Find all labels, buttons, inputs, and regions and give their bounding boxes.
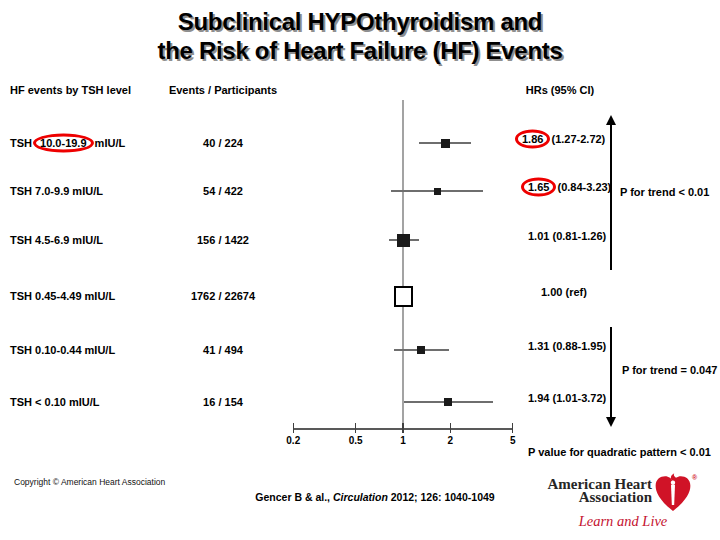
page-title-line2: the Risk of Heart Failure (HF) Events: [0, 36, 720, 65]
reference-marker: [394, 286, 413, 307]
x-axis-tick-label: 2: [435, 435, 465, 446]
aha-logo-name: American Heart Association: [528, 478, 652, 504]
reference-line: [402, 100, 404, 428]
x-axis-tick-label: 5: [498, 435, 528, 446]
row-hr-value: 1.31 (0.88-1.95): [528, 340, 606, 352]
x-axis-tick-label: 1: [388, 435, 418, 446]
row-events-value: 40 / 224: [150, 137, 296, 149]
trend-arrow-down-shaft: [610, 327, 612, 419]
registered-trademark-icon: ®: [692, 474, 697, 481]
citation: Gencer B & al., Circulation 2012; 126: 1…: [190, 491, 560, 503]
x-axis-tick: [293, 423, 295, 433]
hr-marker: [434, 188, 441, 195]
row-events-value: 54 / 422: [150, 185, 296, 197]
p-trend-upper-label: P for trend < 0.01: [620, 186, 709, 198]
hr-marker: [417, 346, 425, 354]
x-axis-tick-label: 0.5: [341, 435, 371, 446]
row-events-value: 1762 / 22674: [150, 290, 296, 302]
red-highlight-ellipse: 1.65: [521, 178, 556, 197]
row-tsh-label: TSH < 0.10 mIU/L: [10, 396, 100, 408]
x-axis-tick: [355, 423, 357, 433]
x-axis-tick: [450, 423, 452, 433]
row-hr-value: 1.86 (1.27-2.72): [517, 133, 605, 146]
row-hr-value: 1.94 (1.01-3.72): [528, 392, 606, 404]
row-tsh-label: TSH 0.10-0.44 mIU/L: [10, 344, 115, 356]
trend-arrow-up-head: [606, 115, 616, 125]
row-hr-value: 1.00 (ref): [541, 286, 587, 298]
p-quadratic-label: P value for quadratic pattern < 0.01: [528, 446, 711, 458]
citation-journal: Circulation: [333, 491, 388, 503]
aha-heart-icon: [654, 473, 692, 517]
row-events-value: 41 / 494: [150, 344, 296, 356]
row-tsh-label: TSH 0.45-4.49 mIU/L: [10, 290, 115, 302]
row-events-value: 16 / 154: [150, 396, 296, 408]
row-hr-value: 1.65 (0.84-3.23): [523, 181, 611, 194]
page-title-line1: Subclinical HYPOthyroidism and: [0, 7, 720, 36]
column-header-events: Events / Participants: [150, 84, 296, 96]
copyright-notice: Copyright © American Heart Association: [14, 477, 165, 487]
column-header-tsh-level: HF events by TSH level: [10, 84, 131, 96]
row-tsh-label: TSH 7.0-9.9 mIU/L: [10, 185, 103, 197]
aha-tagline: Learn and Live: [548, 513, 698, 530]
row-hr-value: 1.01 (0.81-1.26): [528, 230, 606, 242]
x-axis-tick: [512, 423, 514, 433]
x-axis-tick: [402, 423, 404, 433]
hr-marker: [444, 398, 452, 406]
hr-marker: [397, 234, 410, 247]
red-highlight-ellipse: 1.86: [515, 130, 550, 149]
row-events-value: 156 / 1422: [150, 234, 296, 246]
aha-logo-line2: Association: [528, 491, 652, 504]
row-tsh-label: TSH 10.0-19.9 mIU/L: [10, 137, 125, 150]
row-tsh-label: TSH 4.5-6.9 mIU/L: [10, 234, 103, 246]
page-title: Subclinical HYPOthyroidism and the Risk …: [0, 7, 720, 65]
trend-arrow-up-shaft: [610, 123, 612, 270]
x-axis-tick-label: 0.2: [278, 435, 308, 446]
red-highlight-ellipse: 10.0-19.9: [33, 134, 93, 153]
column-header-hr: HRs (95% CI): [505, 84, 615, 96]
citation-tail: 2012; 126: 1040-1049: [388, 491, 495, 503]
slide-background: Subclinical HYPOthyroidism and the Risk …: [0, 0, 720, 540]
hr-marker: [441, 139, 450, 148]
trend-arrow-down-head: [606, 417, 616, 427]
citation-authors: Gencer B & al.,: [255, 491, 333, 503]
p-trend-lower-label: P for trend = 0.047: [622, 364, 717, 376]
